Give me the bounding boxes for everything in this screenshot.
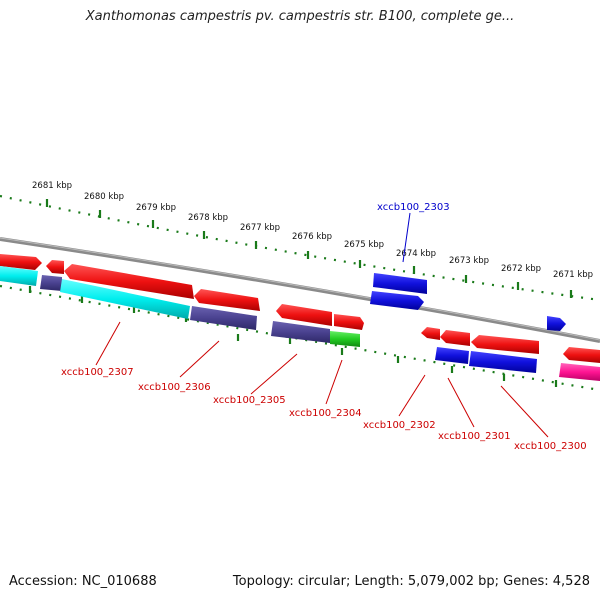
gene-slate[interactable]	[40, 275, 62, 291]
gene-cyan[interactable]	[0, 266, 38, 286]
forward-strand-genes	[0, 254, 600, 363]
accession-text: Accession: NC_010688	[9, 574, 157, 589]
gene-slate[interactable]	[190, 306, 257, 330]
gene-red[interactable]	[334, 314, 364, 330]
kbp-label: 2672 kbp	[501, 264, 541, 274]
gene-cyan[interactable]	[60, 279, 190, 319]
gene-red[interactable]	[563, 347, 600, 363]
kbp-label: 2680 kbp	[84, 192, 124, 202]
gene-red[interactable]	[421, 327, 440, 340]
kbp-label: 2678 kbp	[188, 213, 228, 223]
gene-label: xccb100_2300	[514, 441, 587, 452]
kbp-label: 2676 kbp	[292, 232, 332, 242]
gene-slate[interactable]	[271, 321, 330, 343]
inner-major-ticks	[28, 286, 558, 387]
gene-blue[interactable]	[370, 291, 424, 310]
gene-label: xccb100_2301	[438, 431, 511, 442]
gene-label: xccb100_2306	[138, 382, 211, 393]
gene-red[interactable]	[46, 260, 64, 274]
kbp-label: 2677 kbp	[240, 223, 280, 233]
gene-blue[interactable]	[373, 273, 427, 294]
gene-blue[interactable]	[469, 351, 537, 373]
gene-red[interactable]	[471, 335, 539, 354]
gene-green[interactable]	[330, 331, 360, 347]
gene-label: xccb100_2307	[61, 367, 134, 378]
gene-label: xccb100_2302	[363, 420, 436, 431]
kbp-label: 2673 kbp	[449, 256, 489, 266]
gene-label: xccb100_2303	[377, 202, 450, 213]
gene-label: xccb100_2305	[213, 395, 286, 406]
gene-pink[interactable]	[559, 363, 600, 381]
gene-red[interactable]	[276, 304, 332, 326]
genome-summary-text: Topology: circular; Length: 5,079,002 bp…	[232, 574, 590, 589]
genome-backbone	[0, 237, 600, 343]
outer-tick-track	[0, 194, 600, 302]
gene-red[interactable]	[440, 330, 470, 346]
kbp-label: 2674 kbp	[396, 249, 436, 259]
gene-red[interactable]	[194, 289, 260, 311]
gene-blue[interactable]	[547, 316, 566, 331]
gene-label: xccb100_2304	[289, 408, 362, 419]
gene-blue[interactable]	[435, 347, 469, 364]
kbp-label: 2681 kbp	[32, 181, 72, 191]
kbp-label: 2679 kbp	[136, 203, 176, 213]
outer-major-ticks	[45, 199, 573, 298]
gene-callout-lines	[95, 212, 549, 438]
gene-red[interactable]	[0, 254, 42, 270]
map-title: Xanthomonas campestris pv. campestris st…	[85, 9, 515, 24]
kbp-label: 2675 kbp	[344, 240, 384, 250]
reverse-strand-genes	[0, 266, 600, 381]
kbp-label: 2671 kbp	[553, 270, 593, 280]
gene-red[interactable]	[64, 264, 194, 299]
